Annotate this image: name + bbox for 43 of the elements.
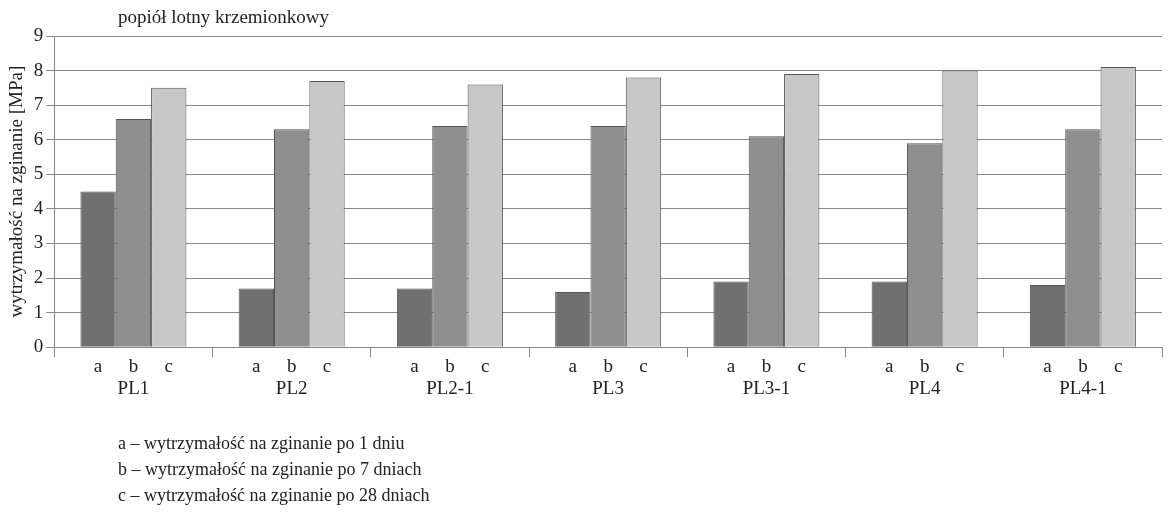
y-axis-title: wytrzymałość na zginanie [MPa] <box>5 65 27 318</box>
text: a <box>885 354 894 376</box>
text: c <box>955 354 965 376</box>
text: a <box>568 354 578 376</box>
y-tick-label: 2 <box>33 266 44 288</box>
text: b <box>286 354 297 376</box>
text: b <box>1078 354 1088 376</box>
y-tick-label: 4 <box>33 196 44 218</box>
series-label: b <box>128 354 139 376</box>
x-tick-label: PL2-1 <box>426 376 474 398</box>
text: b – wytrzymałość na zginanie po 7 dniach <box>118 458 423 481</box>
text: a <box>726 354 736 376</box>
text: c <box>481 354 490 376</box>
text: a <box>410 354 419 376</box>
text: c <box>1114 354 1123 376</box>
x-tick-label: PL2 <box>275 376 308 398</box>
x-tick-label: PL3 <box>592 376 624 398</box>
y-tick-label: 7 <box>33 93 44 115</box>
x-tick-label: PL3-1 <box>742 376 791 398</box>
y-tick-label: 6 <box>33 127 44 149</box>
x-tick-label: PL1 <box>117 376 150 398</box>
text: b <box>919 354 930 376</box>
y-tick-label: 0 <box>33 335 44 357</box>
text: b <box>445 354 455 376</box>
text: b <box>603 354 613 376</box>
text: a – wytrzymałość na zginanie po 1 dniu <box>118 432 406 455</box>
y-tick-label: 8 <box>33 58 44 80</box>
y-tick-label: 3 <box>33 231 44 253</box>
series-label: c <box>164 354 173 376</box>
text: c – wytrzymałość na zginanie po 28 dniach <box>118 484 430 507</box>
text: c <box>322 354 332 376</box>
text: b <box>761 354 772 376</box>
y-tick-label: 1 <box>33 300 44 322</box>
text: a <box>1043 354 1052 376</box>
text: c <box>639 354 648 376</box>
x-tick-label: PL4-1 <box>1059 376 1107 398</box>
chart-title: popiół lotny krzemionkowy <box>118 6 330 28</box>
text: c <box>797 354 806 376</box>
text: a <box>252 354 261 376</box>
y-tick-label: 9 <box>33 23 44 45</box>
series-label: a <box>93 354 103 376</box>
x-tick-label: PL4 <box>908 376 941 398</box>
y-tick-label: 5 <box>33 162 44 184</box>
